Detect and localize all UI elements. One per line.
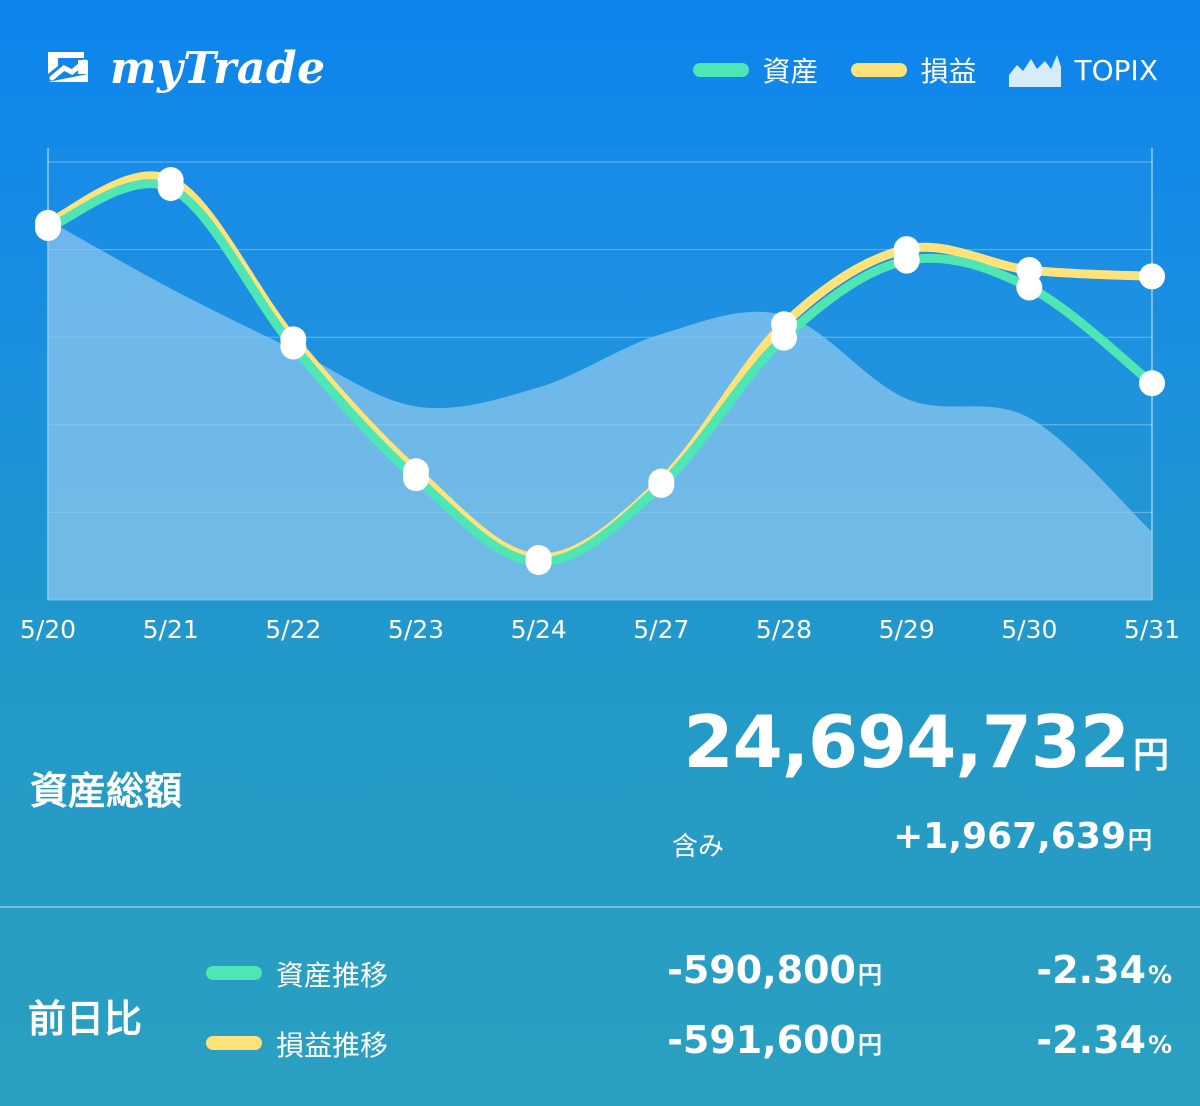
- section-divider: [0, 906, 1200, 908]
- pl-point: [1139, 263, 1165, 290]
- prev-day-label: 前日比: [28, 997, 143, 1041]
- legend-item-topix[interactable]: TOPIX: [1008, 53, 1158, 87]
- area-chart-icon: [1008, 55, 1061, 87]
- asset-trend-amount-value: -590,800: [667, 948, 856, 992]
- asset-trend-amount: -590,800円: [667, 948, 882, 992]
- x-tick-label: 5/23: [388, 615, 444, 644]
- asset-trend-swatch: [206, 966, 262, 980]
- legend-asset-label: 資産: [762, 55, 819, 88]
- asset-trend-label: 資産推移: [276, 959, 389, 992]
- x-tick-label: 5/27: [633, 615, 689, 644]
- pl-trend-pct: -2.34%: [1036, 1018, 1172, 1062]
- app-name: myTrade: [110, 42, 326, 94]
- pl-trend-swatch: [206, 1036, 262, 1050]
- asset-point: [403, 465, 429, 492]
- legend-topix-label: TOPIX: [1074, 53, 1158, 87]
- asset-point: [893, 247, 920, 274]
- x-tick-label: 5/30: [1001, 615, 1057, 644]
- asset-trend-pct-sign: %: [1147, 961, 1172, 989]
- x-tick-label: 5/31: [1124, 615, 1180, 644]
- asset-point: [1016, 274, 1043, 301]
- unrealized-yen-unit: 円: [1128, 826, 1152, 854]
- pl-trend-row: 損益推移 -591,600円 -2.34%: [0, 1018, 1200, 1068]
- x-tick-label: 5/29: [879, 615, 935, 644]
- asset-point: [1139, 370, 1165, 397]
- pl-trend-label: 損益推移: [276, 1029, 389, 1062]
- total-assets-amount: 24,694,732: [683, 700, 1130, 784]
- unrealized-value: +1,967,639円: [893, 816, 1152, 857]
- unrealized-label: 含み: [672, 832, 725, 862]
- asset-line-swatch: [692, 63, 749, 77]
- asset-trend-pct-value: -2.34: [1036, 948, 1146, 992]
- mytrade-logo-icon: [48, 52, 88, 82]
- legend-pl-label: 損益: [920, 55, 977, 88]
- asset-point: [648, 471, 675, 498]
- x-tick-label: 5/20: [20, 615, 76, 644]
- total-assets-label: 資産総額: [30, 769, 183, 813]
- asset-trend-row: 資産推移 -590,800円 -2.34%: [0, 948, 1200, 998]
- pl-trend-amount-value: -591,600: [667, 1018, 856, 1062]
- asset-point: [771, 324, 797, 351]
- topix-area: [48, 220, 1152, 600]
- x-tick-label: 5/24: [511, 615, 567, 644]
- pl-trend-pct-value: -2.34: [1036, 1018, 1146, 1062]
- app-logo: myTrade: [44, 36, 326, 100]
- asset-point: [525, 549, 552, 575]
- pl-trend-pct-sign: %: [1147, 1031, 1172, 1059]
- asset-point: [280, 333, 307, 360]
- asset-point: [35, 214, 61, 241]
- legend-item-pl[interactable]: 損益: [850, 50, 977, 90]
- pl-line-swatch: [850, 63, 907, 77]
- x-tick-label: 5/21: [143, 615, 199, 644]
- pl-trend-amount: -591,600円: [667, 1018, 882, 1062]
- asset-trend-yen: 円: [858, 961, 882, 989]
- asset-series-line: [43, 179, 1157, 567]
- unrealized-amount: +1,967,639: [893, 816, 1126, 857]
- asset-trend-pct: -2.34%: [1036, 948, 1172, 992]
- total-yen-unit: 円: [1132, 735, 1169, 776]
- pl-trend-yen: 円: [858, 1031, 882, 1059]
- x-tick-label: 5/22: [265, 615, 321, 644]
- total-assets-value: 24,694,732 円: [683, 700, 1170, 784]
- asset-chart[interactable]: 5/20 5/21 5/22 5/23 5/24 5/27 5/28 5/29 5/30 5/31: [0, 120, 1200, 660]
- chart-legend: 資産 損益 TOPIX: [661, 48, 1158, 92]
- x-tick-label: 5/28: [756, 615, 812, 644]
- legend-item-asset[interactable]: 資産: [692, 50, 819, 90]
- asset-point: [157, 175, 184, 201]
